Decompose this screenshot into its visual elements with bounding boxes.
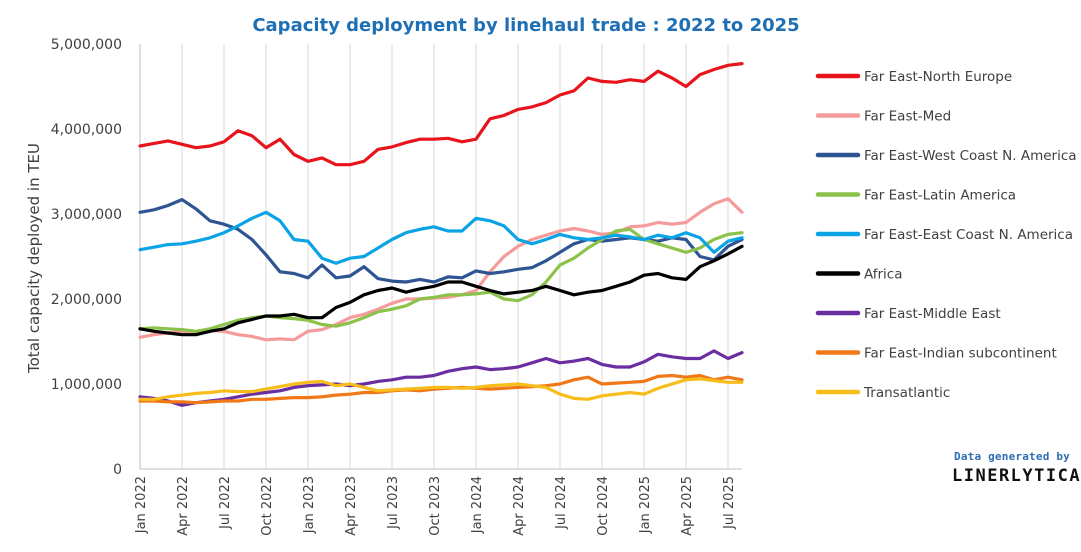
x-tick-label: Apr 2023 xyxy=(344,476,359,536)
series-line xyxy=(138,244,744,337)
brand-label: Data generated by xyxy=(954,450,1070,463)
y-tick-label: 4,000,000 xyxy=(51,122,122,138)
series-line xyxy=(138,197,744,342)
x-tick-label: Apr 2024 xyxy=(512,476,527,536)
x-tick-label: Oct 2024 xyxy=(596,476,611,536)
y-axis-title: Total capacity deployed in TEU xyxy=(25,143,43,374)
legend-label: Transatlantic xyxy=(863,385,950,401)
legend-label: Far East-West Coast N. America xyxy=(864,148,1077,164)
y-tick-label: 0 xyxy=(113,462,122,478)
chart-title: Capacity deployment by linehaul trade : … xyxy=(252,15,799,36)
series-line xyxy=(138,377,744,401)
y-tick-label: 1,000,000 xyxy=(51,377,122,393)
legend-label: Far East-Indian subcontinent xyxy=(864,346,1057,362)
x-tick-label: Jul 2022 xyxy=(218,476,233,530)
legend-label: Far East-North Europe xyxy=(864,69,1012,85)
x-tick-label: Oct 2023 xyxy=(428,476,443,536)
x-tick-label: Apr 2025 xyxy=(680,476,695,536)
brand-logo: LINERLYTICA xyxy=(952,466,1081,486)
legend-label: Far East-East Coast N. America xyxy=(864,227,1073,243)
series-line xyxy=(138,349,744,407)
brand-block: Data generated by LINERLYTICA xyxy=(952,450,1081,486)
x-tick-label: Jan 2023 xyxy=(302,476,317,534)
legend-label: Far East-Med xyxy=(864,109,951,125)
legend-label: Far East-Latin America xyxy=(864,188,1016,204)
x-tick-label: Jul 2023 xyxy=(386,476,401,530)
x-tick-label: Jul 2024 xyxy=(554,476,569,530)
x-tick-label: Jan 2024 xyxy=(470,476,485,534)
x-tick-label: Jan 2025 xyxy=(638,476,653,534)
x-tick-label: Jan 2022 xyxy=(134,476,149,534)
series-line xyxy=(138,62,744,167)
y-tick-label: 5,000,000 xyxy=(51,37,122,53)
y-tick-label: 2,000,000 xyxy=(51,292,122,308)
y-tick-label: 3,000,000 xyxy=(51,207,122,223)
x-tick-label: Apr 2022 xyxy=(176,476,191,536)
legend-label: Africa xyxy=(864,267,903,283)
x-tick-label: Jul 2025 xyxy=(722,476,737,530)
legend-label: Far East-Middle East xyxy=(864,306,1001,322)
x-tick-label: Oct 2022 xyxy=(260,476,275,536)
series-line xyxy=(138,210,744,265)
